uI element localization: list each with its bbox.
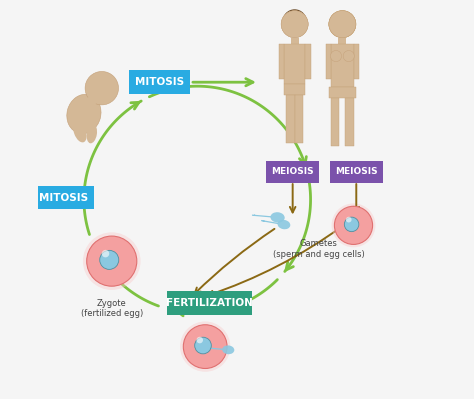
Bar [338,38,346,44]
Circle shape [196,337,203,343]
Bar [329,87,356,98]
Circle shape [344,217,359,232]
Circle shape [283,9,307,34]
Bar [284,44,305,84]
Circle shape [281,11,308,38]
Circle shape [329,11,356,38]
FancyBboxPatch shape [330,160,383,183]
Circle shape [180,322,230,372]
Ellipse shape [277,220,290,229]
Circle shape [335,206,373,245]
FancyBboxPatch shape [266,160,319,183]
Bar [291,38,299,44]
Bar [346,98,354,146]
Bar [326,44,331,79]
Text: MEIOSIS: MEIOSIS [335,167,378,176]
Circle shape [87,236,137,286]
Text: Gametes
(sperm and egg cells): Gametes (sperm and egg cells) [273,239,365,259]
Circle shape [83,232,141,290]
Bar [279,44,284,79]
FancyBboxPatch shape [34,186,94,209]
Text: MEIOSIS: MEIOSIS [271,167,314,176]
Circle shape [328,10,356,38]
Ellipse shape [67,94,101,134]
Circle shape [331,203,375,247]
Circle shape [330,51,342,61]
Circle shape [183,325,227,369]
Bar [295,95,303,142]
Bar [286,95,295,142]
Circle shape [329,11,356,38]
FancyBboxPatch shape [167,291,252,315]
Circle shape [102,250,109,257]
Circle shape [85,71,118,105]
FancyBboxPatch shape [129,70,190,94]
Circle shape [281,11,308,38]
Ellipse shape [81,95,99,109]
Ellipse shape [270,212,285,223]
Text: MITOSIS: MITOSIS [39,192,89,203]
Text: MITOSIS: MITOSIS [135,77,184,87]
Ellipse shape [73,121,87,142]
Bar [331,44,354,87]
Text: Zygote
(fertilized egg): Zygote (fertilized egg) [81,299,143,318]
Circle shape [195,337,211,354]
Circle shape [343,51,354,61]
Circle shape [100,250,119,269]
Bar [305,44,310,79]
Circle shape [346,217,352,223]
Ellipse shape [222,346,234,354]
Bar [354,44,359,79]
Text: FERTILIZATION: FERTILIZATION [166,298,253,308]
Bar [284,84,305,95]
Ellipse shape [87,124,97,143]
Bar [330,98,339,146]
